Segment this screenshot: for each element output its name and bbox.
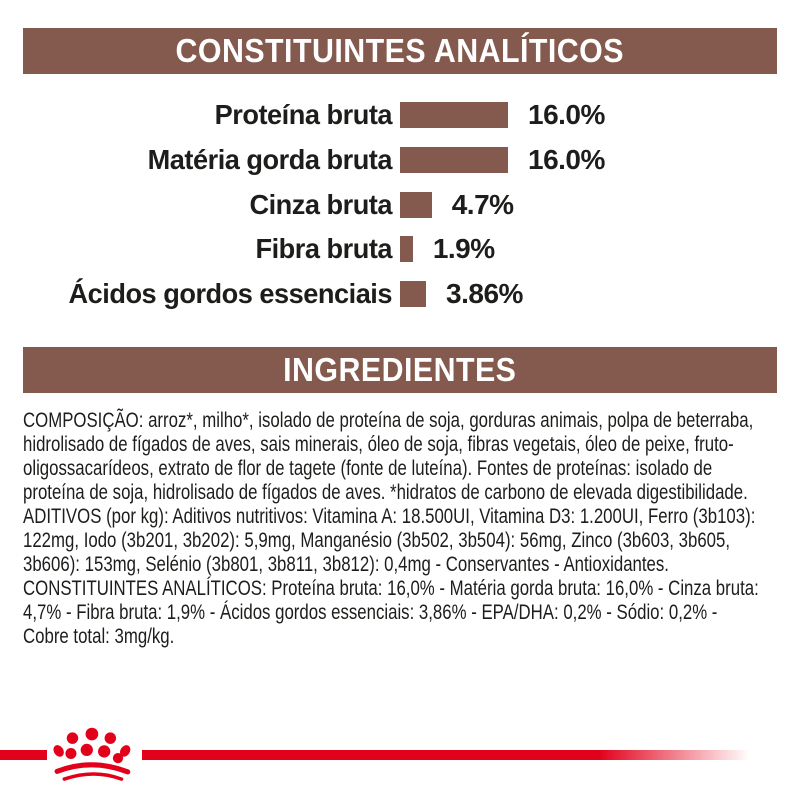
chart-value-label: 16.0% <box>528 144 605 175</box>
chart-bar <box>400 236 413 262</box>
brand-band-right-segment <box>142 750 750 760</box>
chart-bar <box>400 281 427 307</box>
chart-row: Cinza bruta 4.7% <box>0 183 514 227</box>
royal-canin-crown-paw-icon <box>53 727 131 781</box>
chart-value-label: 1.9% <box>432 233 495 264</box>
analytical-constituents-title: CONSTITUINTES ANALÍTICOS <box>175 32 625 69</box>
chart-row: Matéria gorda bruta 16.0% <box>0 138 606 182</box>
chart-category-label: Cinza bruta <box>249 189 392 220</box>
brand-band-left-segment <box>0 750 47 760</box>
chart-bar <box>400 147 508 173</box>
chart-value-label: 16.0% <box>528 99 605 130</box>
chart-bar <box>400 102 508 128</box>
chart-row: Proteína bruta 16.0% <box>0 93 606 137</box>
additives-paragraph: ADITIVOS (por kg): Aditivos nutritivos: … <box>23 505 756 576</box>
chart-value-label: 4.7% <box>451 189 514 220</box>
analytical-constituents-header-bar: CONSTITUINTES ANALÍTICOS <box>23 28 777 74</box>
chart-category-label: Matéria gorda bruta <box>147 144 393 175</box>
chart-row: Fibra bruta 1.9% <box>0 227 495 271</box>
ingredients-title: INGREDIENTES <box>283 351 517 388</box>
composition-paragraph: COMPOSIÇÃO: arroz*, milho*, isolado de p… <box>23 409 754 504</box>
chart-row: Ácidos gordos essenciais 3.86% <box>0 272 524 316</box>
chart-category-label: Ácidos gordos essenciais <box>68 278 393 309</box>
analytical-constituents-bar-chart: Proteína bruta 16.0% Matéria gorda bruta… <box>0 0 800 340</box>
chart-bar <box>400 192 432 218</box>
chart-value-label: 3.86% <box>446 278 523 309</box>
analytical-constituents-paragraph: CONSTITUINTES ANALÍTICOS: Proteína bruta… <box>23 577 759 648</box>
ingredients-header-bar: INGREDIENTES <box>23 347 777 393</box>
chart-category-label: Proteína bruta <box>214 99 393 130</box>
ingredients-body-text: COMPOSIÇÃO: arroz*, milho*, isolado de p… <box>23 409 800 649</box>
chart-category-label: Fibra bruta <box>255 233 392 264</box>
